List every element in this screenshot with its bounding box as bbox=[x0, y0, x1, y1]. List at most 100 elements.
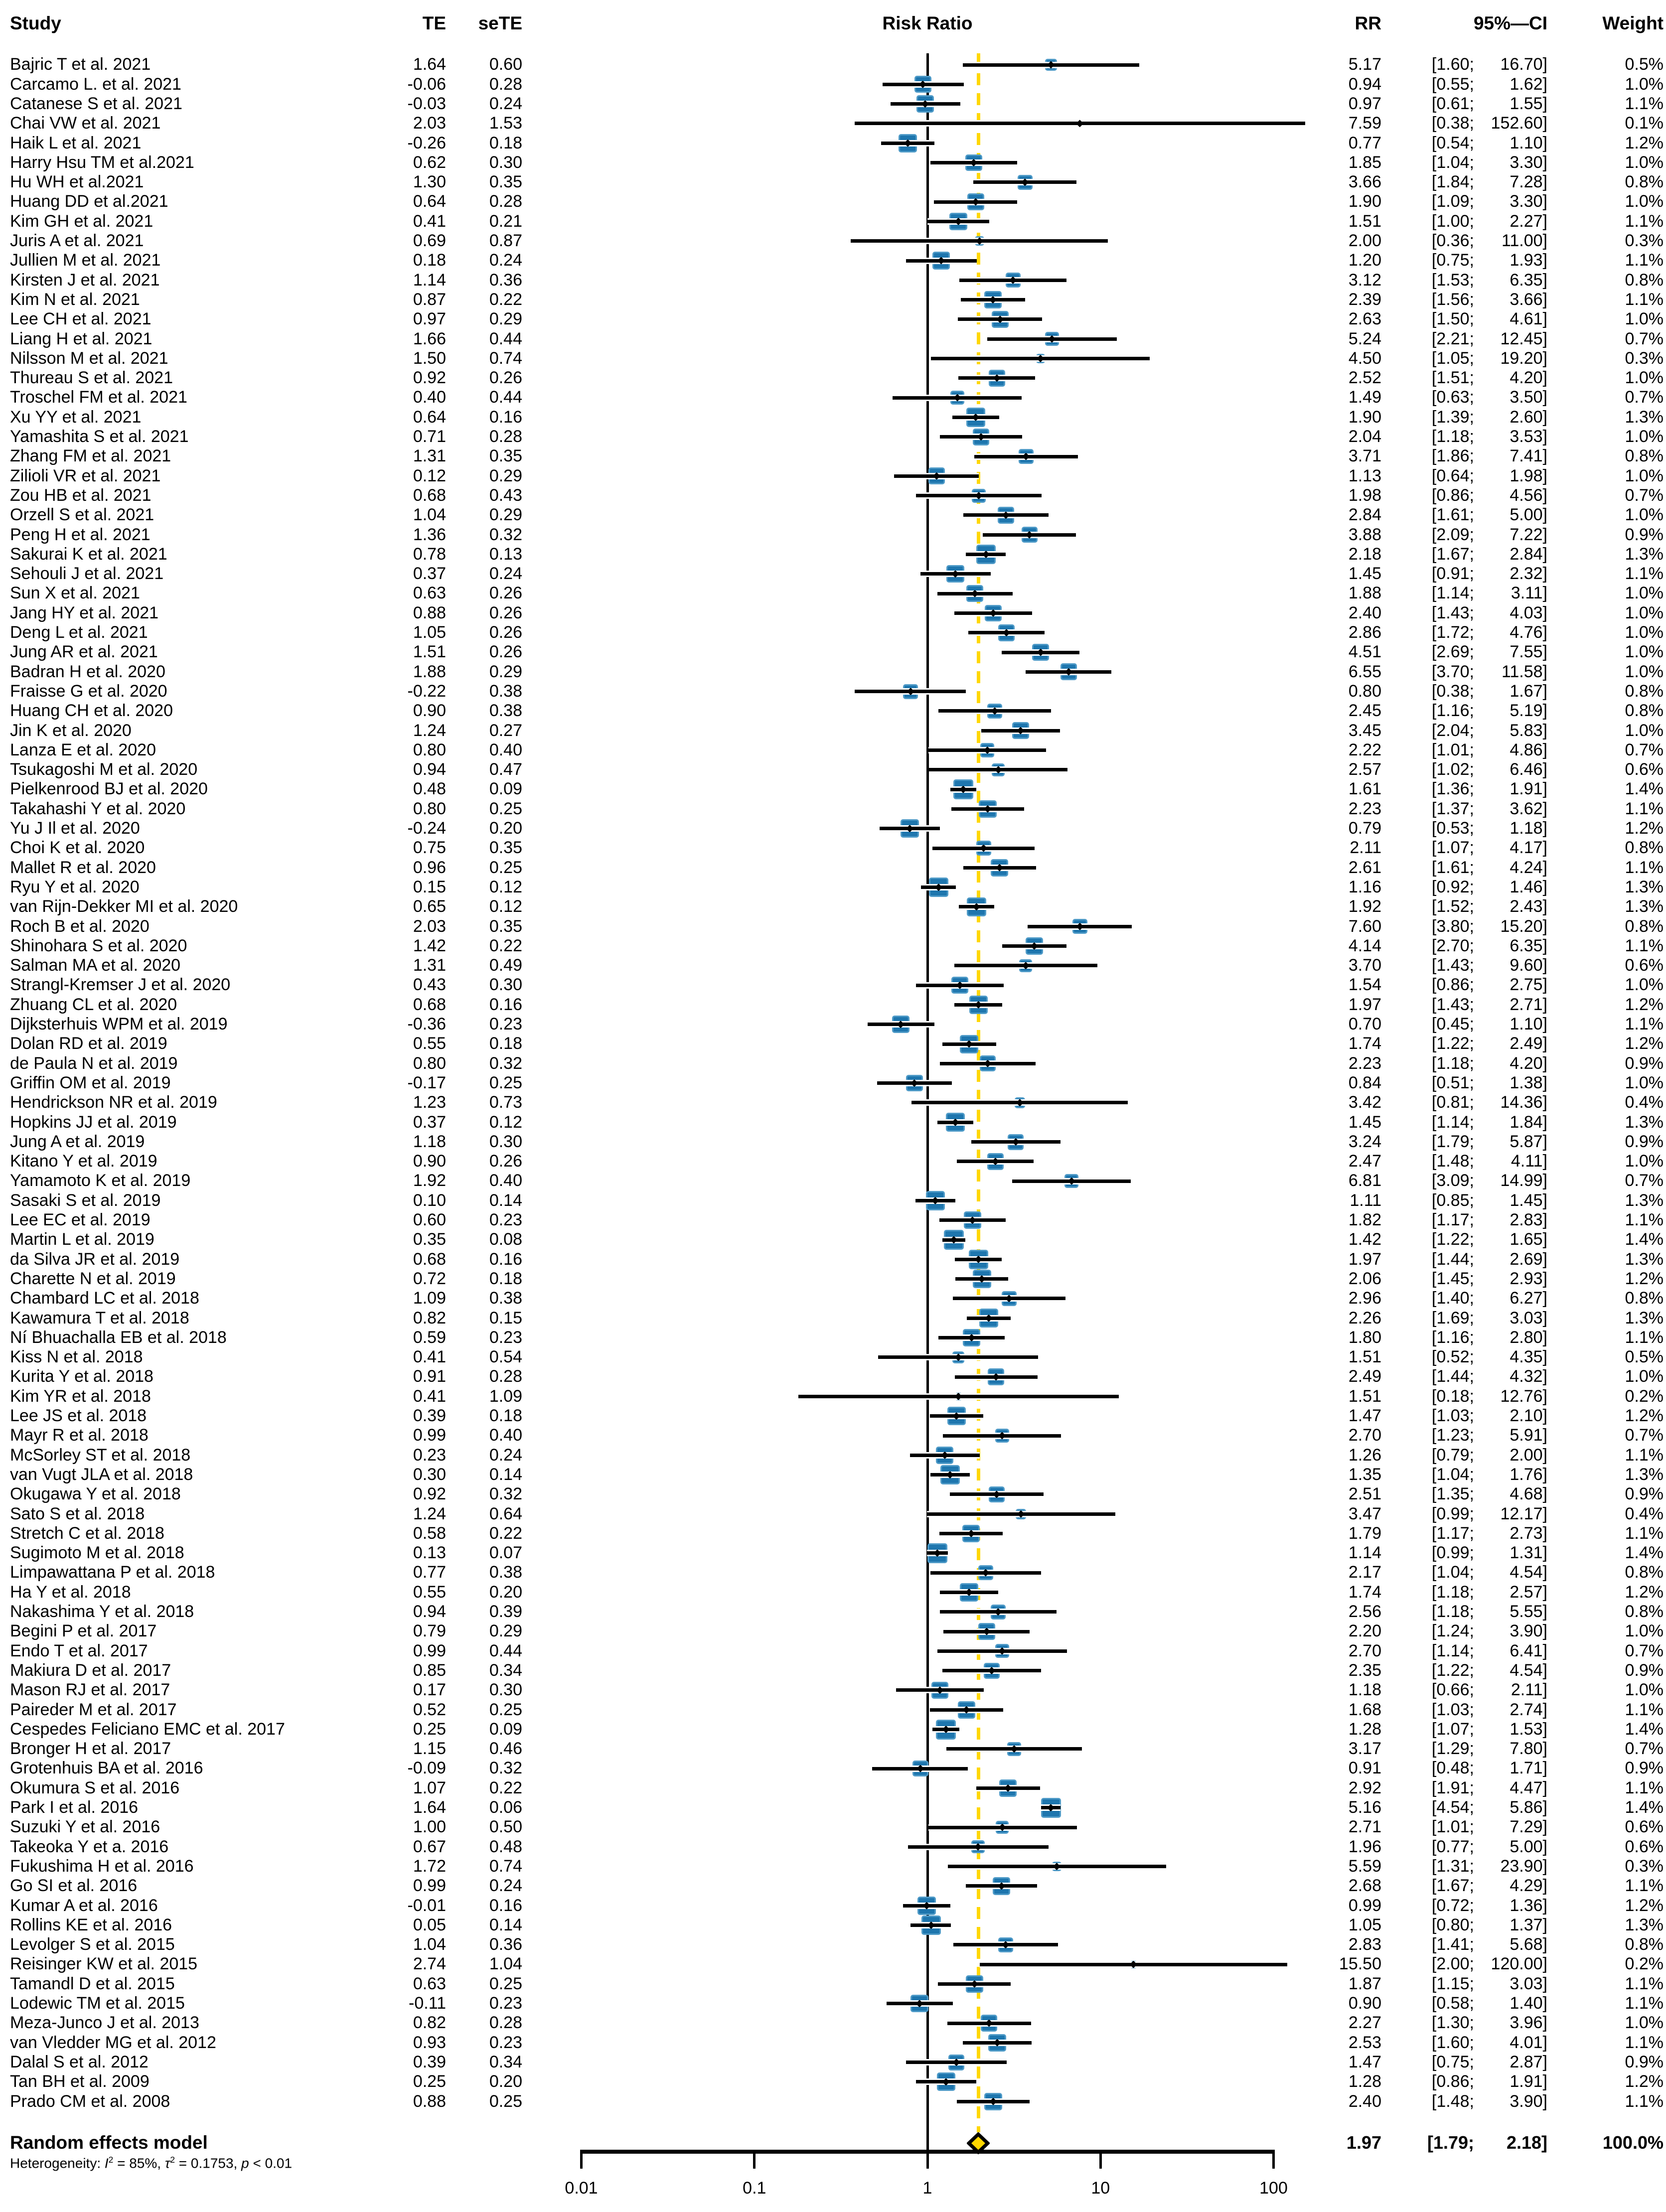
rr-value: 0.94 bbox=[1348, 74, 1381, 94]
rr-value: 5.24 bbox=[1348, 329, 1381, 348]
study-label: Meza-Junco J et al. 2013 bbox=[10, 2013, 199, 2033]
ci-high-value: 7.80] bbox=[1510, 1739, 1547, 1759]
weight-value: 1.0% bbox=[1625, 1152, 1664, 1171]
weight-value: 1.1% bbox=[1625, 251, 1664, 270]
rr-value: 0.91 bbox=[1348, 1759, 1381, 1778]
study-label: Deng L et al. 2021 bbox=[10, 623, 148, 642]
ci-low-value: [0.99; bbox=[1431, 1504, 1474, 1523]
rr-value: 0.77 bbox=[1348, 133, 1381, 152]
point-estimate-marker bbox=[1047, 1804, 1055, 1812]
ci-high-value: 5.87] bbox=[1510, 1132, 1547, 1151]
point-estimate-marker bbox=[910, 1079, 918, 1087]
ci-low-value: [1.18; bbox=[1431, 1602, 1474, 1621]
ci-low-value: [0.54; bbox=[1431, 133, 1474, 152]
te-value: 0.37 bbox=[413, 564, 446, 584]
te-value: 0.48 bbox=[413, 779, 446, 799]
ci-low-value: [0.45; bbox=[1431, 1015, 1474, 1033]
ci-high-value: 4.86] bbox=[1510, 740, 1547, 759]
ci-low-value: [1.67; bbox=[1431, 544, 1474, 564]
ci-low-value: [1.86; bbox=[1431, 446, 1474, 466]
study-label: Sakurai K et al. 2021 bbox=[10, 544, 167, 564]
ci-low-value: [1.35; bbox=[1431, 1484, 1474, 1504]
te-value: 0.68 bbox=[413, 485, 446, 505]
sete-value: 0.24 bbox=[489, 564, 522, 584]
study-label: Yamashita S et al. 2021 bbox=[10, 427, 189, 446]
ci-high-value: 3.90] bbox=[1510, 1622, 1547, 1641]
sete-value: 0.23 bbox=[489, 1015, 522, 1033]
te-value: 0.64 bbox=[413, 192, 446, 211]
point-estimate-marker bbox=[933, 1549, 941, 1557]
sete-value: 0.32 bbox=[489, 525, 522, 544]
rr-value: 1.47 bbox=[1348, 1406, 1381, 1425]
te-value: -0.03 bbox=[407, 94, 447, 113]
weight-value: 1.1% bbox=[1625, 1445, 1664, 1465]
rr-value: 2.23 bbox=[1348, 1053, 1381, 1073]
ci-low-value: [0.51; bbox=[1431, 1073, 1474, 1092]
x-axis-tick-label: 1 bbox=[922, 2179, 932, 2198]
ci-low-value: [0.66; bbox=[1431, 1680, 1474, 1700]
study-label: Chambard LC et al. 2018 bbox=[10, 1289, 199, 1308]
sete-value: 0.18 bbox=[489, 133, 522, 152]
weight-value: 0.8% bbox=[1625, 681, 1664, 701]
x-axis-tick-label: 0.1 bbox=[743, 2179, 766, 2198]
ci-high-value: 6.35] bbox=[1510, 270, 1547, 290]
te-value: -0.26 bbox=[407, 133, 447, 152]
point-estimate-marker bbox=[952, 1412, 960, 1420]
sete-value: 0.29 bbox=[489, 505, 522, 525]
rr-value: 1.14 bbox=[1348, 1543, 1381, 1563]
ci-high-value: 5.68] bbox=[1510, 1935, 1547, 1954]
weight-value: 1.1% bbox=[1625, 1015, 1664, 1033]
study-label: Reisinger KW et al. 2015 bbox=[10, 1954, 198, 1974]
te-value: 0.88 bbox=[413, 2091, 446, 2111]
x-axis-line bbox=[580, 2150, 1275, 2154]
te-value: 1.23 bbox=[413, 1093, 446, 1112]
rr-value: 2.70 bbox=[1348, 1641, 1381, 1660]
ci-low-value: [1.18; bbox=[1431, 1582, 1474, 1602]
point-estimate-marker bbox=[983, 1627, 991, 1635]
ci-high-value: 19.20] bbox=[1500, 348, 1547, 368]
ci-low-value: [1.07; bbox=[1431, 1719, 1474, 1739]
rr-value: 3.42 bbox=[1348, 1093, 1381, 1112]
te-value: 0.68 bbox=[413, 995, 446, 1014]
point-estimate-marker bbox=[954, 217, 962, 225]
ci-low-value: [1.03; bbox=[1431, 1700, 1474, 1719]
ci-high-value: 2.00] bbox=[1510, 1445, 1547, 1465]
rr-value: 0.80 bbox=[1348, 681, 1381, 701]
weight-value: 0.1% bbox=[1625, 114, 1664, 133]
study-label: Salman MA et al. 2020 bbox=[10, 956, 181, 975]
study-label: Hu WH et al.2021 bbox=[10, 172, 144, 192]
study-label: Mason RJ et al. 2017 bbox=[10, 1680, 170, 1700]
point-estimate-marker bbox=[1047, 61, 1055, 69]
point-estimate-marker bbox=[951, 1118, 959, 1126]
point-estimate-marker bbox=[937, 257, 945, 265]
ci-low-value: [1.29; bbox=[1431, 1739, 1474, 1759]
te-value: 0.90 bbox=[413, 701, 446, 721]
te-value: 1.15 bbox=[413, 1739, 446, 1759]
study-label: Suzuki Y et al. 2016 bbox=[10, 1817, 160, 1837]
point-estimate-marker bbox=[1016, 1099, 1024, 1107]
sete-value: 0.18 bbox=[489, 1406, 522, 1425]
weight-value: 1.1% bbox=[1625, 1523, 1664, 1543]
point-estimate-marker bbox=[982, 551, 990, 558]
ci-high-value: 3.62] bbox=[1510, 799, 1547, 818]
study-label: Kumar A et al. 2016 bbox=[10, 1896, 158, 1915]
weight-value: 1.0% bbox=[1625, 427, 1664, 446]
point-estimate-marker bbox=[1076, 922, 1084, 930]
study-label: Lee JS et al. 2018 bbox=[10, 1406, 147, 1425]
ci-high-value: 12.76] bbox=[1500, 1386, 1547, 1406]
rr-value: 1.35 bbox=[1348, 1465, 1381, 1484]
te-value: 0.40 bbox=[413, 388, 446, 407]
ci-high-value: 15.20] bbox=[1500, 916, 1547, 936]
ci-high-value: 5.86] bbox=[1510, 1798, 1547, 1817]
heterogeneity-text-segment: τ bbox=[164, 2155, 170, 2171]
ci-low-value: [0.81; bbox=[1431, 1093, 1474, 1112]
ci-high-value: 3.11] bbox=[1511, 584, 1547, 603]
ci-high-value: 7.29] bbox=[1510, 1817, 1547, 1837]
study-label: Zilioli VR et al. 2021 bbox=[10, 466, 161, 485]
study-label: Orzell S et al. 2021 bbox=[10, 505, 154, 525]
te-value: 1.18 bbox=[413, 1132, 446, 1151]
study-label: Catanese S et al. 2021 bbox=[10, 94, 182, 113]
weight-value: 0.8% bbox=[1625, 838, 1664, 858]
ci-high-value: 5.55] bbox=[1510, 1602, 1547, 1621]
weight-value: 1.4% bbox=[1625, 1230, 1664, 1249]
